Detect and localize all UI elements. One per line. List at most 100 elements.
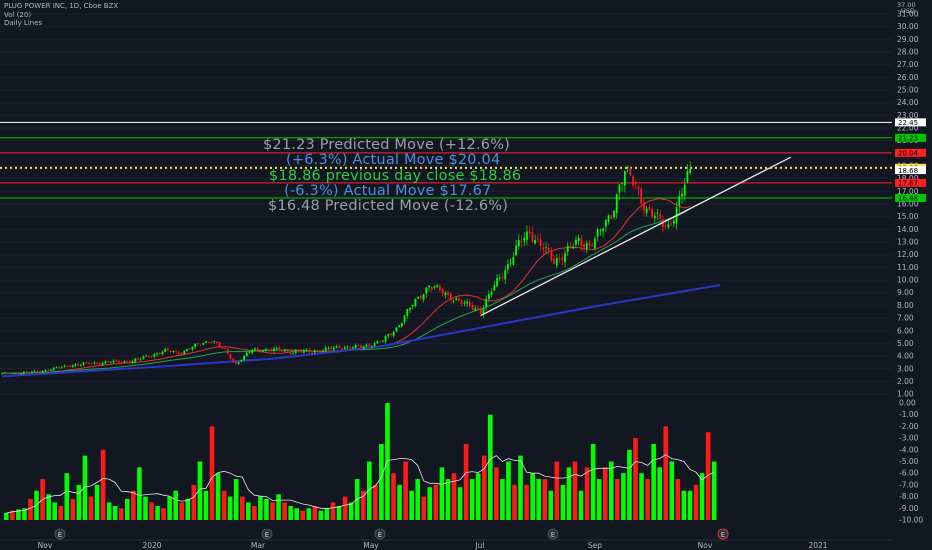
candle-body xyxy=(88,363,90,365)
candle-body xyxy=(289,352,292,354)
volume-bar xyxy=(185,498,191,520)
volume-bar xyxy=(112,505,118,520)
candle-body xyxy=(615,193,618,214)
candle-body xyxy=(520,241,523,243)
earnings-marker[interactable]: E xyxy=(374,528,386,540)
volume-indicator-label[interactable]: Vol (20) xyxy=(4,11,32,19)
candle-body xyxy=(613,210,615,218)
candle-body xyxy=(17,372,20,374)
candle-body xyxy=(623,171,626,186)
volume-bar xyxy=(64,473,70,520)
price-badge: 20.04 xyxy=(895,148,926,158)
volume-bar xyxy=(500,479,505,520)
volume-bar xyxy=(324,508,330,520)
price-tick-label: 2.00 xyxy=(897,377,914,386)
volume-bar xyxy=(457,487,463,520)
volume-bar xyxy=(373,484,378,520)
volume-bar xyxy=(88,496,94,520)
candle-body xyxy=(395,327,398,332)
candle-body xyxy=(313,351,316,353)
candle-body xyxy=(311,352,313,354)
volume-bar xyxy=(294,508,299,520)
candle-body xyxy=(237,362,240,364)
candle-body xyxy=(11,372,14,374)
volume-bar xyxy=(699,473,705,520)
volume-bar xyxy=(209,426,215,520)
earnings-marker-circle[interactable] xyxy=(717,528,729,540)
earnings-marker[interactable]: E xyxy=(717,528,729,540)
time-tick-label: Sep xyxy=(588,541,602,550)
volume-bar xyxy=(197,461,203,520)
earnings-marker-circle[interactable] xyxy=(547,528,559,540)
candle-body xyxy=(308,349,311,352)
earnings-marker-label: E xyxy=(378,531,382,539)
volume-bar xyxy=(657,467,662,520)
earnings-marker[interactable]: E xyxy=(547,528,559,540)
volume-bar xyxy=(705,432,711,520)
candle-body xyxy=(183,350,186,355)
candle-body xyxy=(319,351,322,353)
grid xyxy=(0,13,892,395)
volume-bar xyxy=(270,502,275,520)
earnings-marker-circle[interactable] xyxy=(54,528,66,540)
candle-body xyxy=(25,371,28,373)
candle-body xyxy=(169,351,172,353)
price-tick-label: 11.00 xyxy=(897,263,919,272)
earnings-marker-circle[interactable] xyxy=(261,528,273,540)
candle-body xyxy=(515,245,517,256)
trendline[interactable] xyxy=(480,156,792,317)
volume-bar xyxy=(252,505,257,520)
price-tick-label: 5.00 xyxy=(897,339,914,348)
volume-bar xyxy=(711,461,717,520)
earnings-marker[interactable]: E xyxy=(261,528,273,540)
price-tick-label: 6.00 xyxy=(897,326,914,335)
volume-bar xyxy=(536,479,541,520)
earnings-marker[interactable]: E xyxy=(54,528,66,540)
candle-body xyxy=(509,262,512,264)
candle-body xyxy=(447,292,449,295)
price-badge-label: 18.68 xyxy=(898,167,918,175)
candle-body xyxy=(278,347,281,351)
candle-body xyxy=(422,294,425,300)
candle-body xyxy=(602,228,605,232)
candle-body xyxy=(297,351,300,353)
moving-averages xyxy=(1,198,721,378)
volume-bar xyxy=(681,490,687,520)
candle-body xyxy=(686,171,689,182)
candle-body xyxy=(71,365,74,368)
volume-tick-label: -6.00 xyxy=(899,469,919,478)
candle-body xyxy=(134,358,137,362)
candle-body xyxy=(90,363,93,365)
candle-body xyxy=(330,347,333,350)
candle-body xyxy=(77,363,80,366)
candle-body xyxy=(292,352,294,354)
candle-body xyxy=(324,347,327,351)
volume-bar xyxy=(203,490,209,520)
support-trendline[interactable] xyxy=(480,156,792,317)
candle-body xyxy=(392,331,395,336)
candle-body xyxy=(645,208,648,213)
candle-body xyxy=(33,370,36,372)
candle-body xyxy=(270,349,273,351)
candle-body xyxy=(594,238,596,249)
candle-body xyxy=(523,238,526,241)
candle-body xyxy=(93,362,96,364)
candle-body xyxy=(115,360,118,362)
earnings-marker-circle[interactable] xyxy=(374,528,386,540)
candle-body xyxy=(199,344,202,346)
candles xyxy=(1,161,692,376)
volume-bar xyxy=(215,473,221,520)
volume-bar xyxy=(76,484,82,520)
candle-body xyxy=(501,276,504,278)
volume-bar xyxy=(137,467,142,520)
candle-body xyxy=(128,361,131,363)
volume-bar xyxy=(276,494,281,520)
daily-lines-label[interactable]: Daily Lines xyxy=(4,19,43,27)
candle-body xyxy=(316,351,319,352)
candle-body xyxy=(36,370,39,372)
volume-bar xyxy=(542,479,548,520)
candle-body xyxy=(286,350,289,352)
